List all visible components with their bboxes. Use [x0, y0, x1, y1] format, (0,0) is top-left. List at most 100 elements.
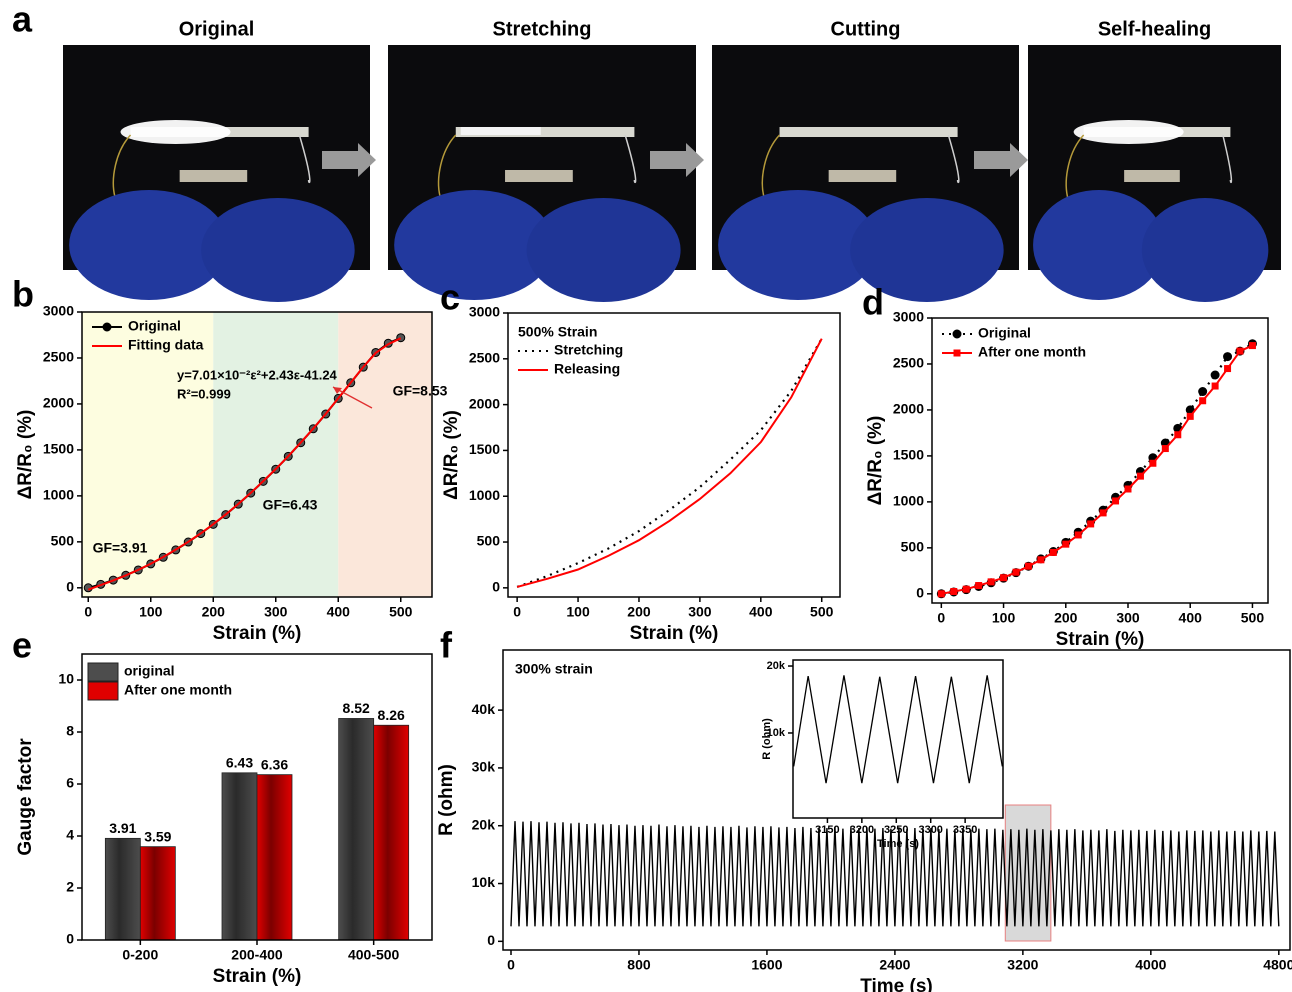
x-tick-label: 0 [937, 610, 945, 626]
x-tick-label: 0 [513, 604, 521, 620]
chart-panel: c 0 500 1000 1500 2000 2500 3000 0 100 200 300 400 50… [440, 277, 841, 644]
x-tick-label: 400-500 [348, 947, 400, 963]
series-line [793, 675, 1003, 784]
photo-title: Cutting [831, 18, 901, 40]
y-tick-label: 40k [472, 701, 496, 717]
y-tick-label: 1000 [43, 487, 74, 503]
x-tick-label: 200 [202, 604, 226, 620]
legend-label: Fitting data [128, 337, 204, 353]
x-tick-label: 4000 [1135, 957, 1166, 973]
region [213, 312, 339, 597]
glove [850, 198, 1004, 302]
y-tick-label: 2500 [893, 355, 924, 371]
panel-letter: d [862, 282, 884, 323]
x-tick-label: 3150 [815, 824, 839, 836]
marker [962, 585, 970, 593]
y-tick-label: 6 [66, 775, 74, 791]
marker [975, 582, 983, 590]
y-tick-label: 2000 [893, 401, 924, 417]
bar [373, 724, 410, 941]
y-tick-label: 0 [487, 932, 495, 948]
x-tick-label: 300 [688, 604, 712, 620]
y-tick-label: 2500 [469, 350, 500, 366]
led-glow [460, 127, 541, 135]
bar [221, 772, 258, 941]
y-tick-label: 10 [58, 671, 74, 687]
wire [1222, 134, 1233, 184]
x-tick-label: 200 [627, 604, 651, 620]
x-axis-title: Strain (%) [630, 623, 719, 644]
chart-panel: d 0 500 1000 1500 2000 2500 3000 0 100 200 300 400 50… [862, 282, 1269, 650]
marker [1124, 485, 1132, 493]
glove [1141, 198, 1269, 302]
x-tick-label: 800 [627, 957, 651, 973]
marker [1248, 342, 1256, 350]
x-tick-label: 1600 [751, 957, 782, 973]
legend-label: Original [978, 325, 1031, 341]
x-tick-label: 300 [264, 604, 288, 620]
marker [1024, 562, 1032, 570]
annotation: R²=0.999 [177, 386, 231, 401]
x-tick-label: 500 [1241, 610, 1265, 626]
x-tick-label: 3350 [953, 824, 977, 836]
sensor [1124, 170, 1180, 182]
plot-area [932, 318, 1268, 603]
y-tick-label: 20k [472, 816, 496, 832]
marker [1198, 387, 1208, 397]
marker [950, 588, 958, 596]
y-tick-label: 3000 [893, 309, 924, 325]
y-tick-label: 1000 [893, 493, 924, 509]
x-tick-label: 200-400 [231, 947, 283, 963]
glove [69, 190, 229, 300]
x-tick-label: 0-200 [122, 947, 158, 963]
led-glow [1073, 120, 1184, 144]
marker [1099, 509, 1107, 517]
led-strip [779, 127, 958, 137]
marker [1062, 540, 1070, 548]
led-strip [455, 127, 635, 137]
chart-panel: bGF=3.91GF=6.43GF=8.53050010001500200025… [12, 274, 448, 645]
wire [298, 134, 311, 184]
series-line [510, 821, 1280, 927]
y-tick-label: 20k [767, 660, 786, 672]
region [82, 312, 214, 597]
x-tick-label: 2400 [879, 957, 910, 973]
marker [1210, 370, 1220, 380]
y-tick-label: 500 [477, 533, 501, 549]
value-label: 8.26 [378, 707, 405, 723]
y-tick-label: 3000 [43, 303, 74, 319]
glove [718, 190, 878, 300]
y-tick-label: 0 [66, 931, 74, 947]
legend-swatch [87, 681, 119, 701]
x-axis-title: Time (s) [877, 838, 919, 850]
y-tick-label: 2500 [43, 349, 74, 365]
marker [1211, 382, 1219, 390]
sensor [505, 170, 573, 182]
plot-frame [507, 312, 841, 598]
x-tick-label: 3250 [884, 824, 908, 836]
marker [1087, 520, 1095, 528]
x-axis-title: Time (s) [860, 976, 933, 992]
y-axis-title: R (ohm) [436, 764, 457, 836]
wire [624, 134, 637, 184]
x-tick-label: 100 [566, 604, 590, 620]
x-axis-title: Strain (%) [213, 966, 302, 987]
panel-letter: b [12, 274, 34, 315]
x-tick-label: 300 [1116, 610, 1140, 626]
x-tick-label: 3200 [1007, 957, 1038, 973]
y-axis-title: R (ohm) [761, 718, 773, 760]
plot-frame [502, 649, 1291, 951]
panel-letter: c [440, 277, 460, 318]
y-tick-label: 0 [492, 579, 500, 595]
plot-frame [81, 311, 433, 598]
y-axis-title: ΔR/R₀ (%) [15, 410, 36, 500]
marker [1223, 352, 1233, 362]
annotation-arrowhead [333, 387, 342, 394]
marker [1012, 568, 1020, 576]
glove [526, 198, 681, 302]
legend-label: Stretching [554, 342, 623, 358]
marker [1112, 497, 1120, 505]
x-tick-label: 3300 [918, 824, 942, 836]
x-tick-label: 0 [507, 957, 515, 973]
